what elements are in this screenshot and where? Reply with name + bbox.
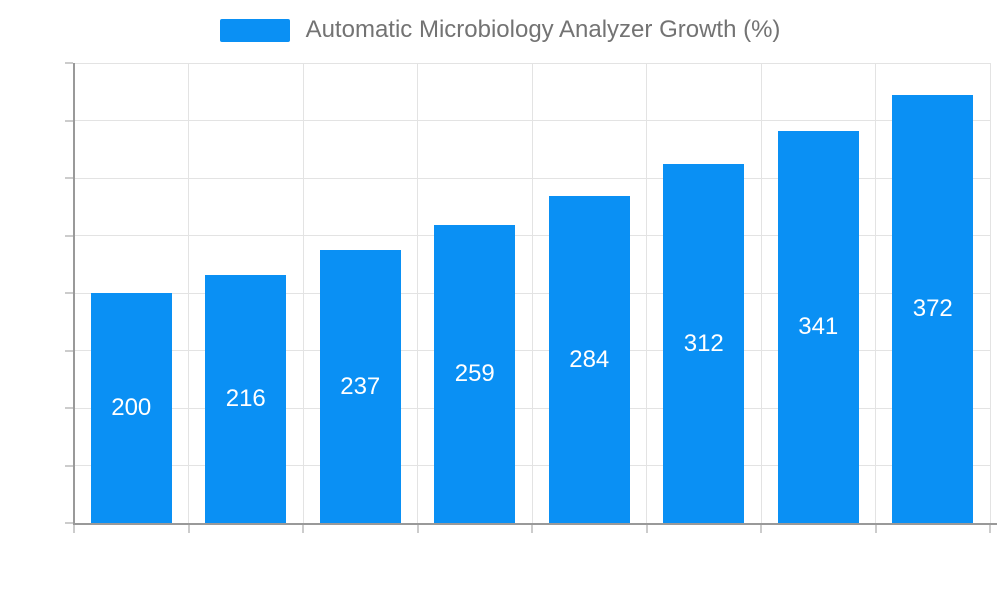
v-gridline <box>188 63 189 523</box>
y-axis-tick <box>65 62 73 64</box>
y-axis-tick <box>65 349 73 352</box>
legend-label: Automatic Microbiology Analyzer Growth (… <box>305 16 781 43</box>
v-gridline <box>417 63 418 523</box>
x-axis-tick <box>645 525 648 533</box>
x-axis-tick <box>73 525 75 533</box>
bar[interactable]: 341 <box>777 130 859 523</box>
y-axis-tick <box>65 177 73 179</box>
bar[interactable]: 372 <box>892 95 974 523</box>
bar[interactable]: 237 <box>319 250 401 523</box>
bar-value-label: 259 <box>454 360 495 388</box>
bar[interactable]: 259 <box>434 225 516 523</box>
y-axis-line <box>73 63 75 525</box>
x-axis-tick <box>760 525 762 533</box>
y-axis-tick <box>65 407 73 409</box>
bar[interactable]: 284 <box>548 196 630 523</box>
bar-value-label: 372 <box>912 295 953 323</box>
y-axis-tick <box>65 464 73 467</box>
x-axis-tick <box>416 525 419 533</box>
legend-item[interactable]: Automatic Microbiology Analyzer Growth (… <box>0 16 1000 44</box>
v-gridline <box>302 63 304 523</box>
x-axis-tick <box>531 525 533 533</box>
y-axis-tick <box>65 522 73 524</box>
legend-swatch-icon <box>219 18 290 42</box>
bar-value-label: 200 <box>111 394 152 421</box>
bar[interactable]: 312 <box>663 164 745 523</box>
y-axis-tick <box>65 119 73 122</box>
y-axis-tick <box>65 234 73 237</box>
v-gridline <box>875 63 876 523</box>
bar-value-label: 312 <box>683 329 724 357</box>
bar[interactable]: 216 <box>205 274 287 523</box>
bar-value-label: 284 <box>569 345 610 373</box>
x-axis-tick <box>989 525 991 533</box>
bar-value-label: 216 <box>225 384 266 412</box>
bar-value-label: 341 <box>798 312 839 340</box>
v-gridline <box>989 63 991 523</box>
bar-value-label: 237 <box>340 372 381 400</box>
v-gridline <box>531 63 533 523</box>
x-axis-tick <box>187 525 190 533</box>
v-gridline <box>760 63 762 523</box>
x-axis-tick <box>874 525 877 533</box>
v-gridline <box>646 63 647 523</box>
x-axis-tick <box>302 525 304 533</box>
bar[interactable]: 200 <box>90 293 172 523</box>
x-axis-line <box>73 523 997 525</box>
y-axis-tick <box>65 292 73 294</box>
